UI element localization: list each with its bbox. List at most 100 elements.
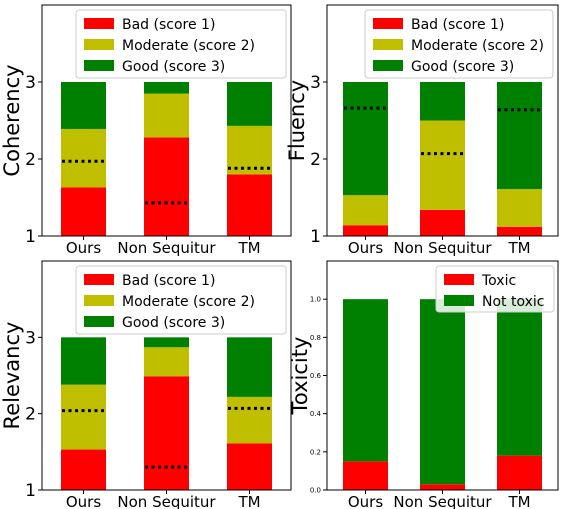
y-tick-label: 1 (25, 481, 36, 501)
legend-entry: Good (score 3) (122, 315, 225, 331)
legend-swatch (84, 274, 114, 285)
x-tick-label: Non Sequitur (117, 493, 216, 509)
x-tick-label: Ours (66, 239, 101, 257)
y-tick-label: 3 (310, 73, 321, 93)
legend-swatch (84, 18, 114, 29)
legend-swatch (444, 274, 474, 285)
bar-tm-series-1 (497, 455, 542, 490)
bar-non-sequitur-series-2 (420, 120, 465, 210)
legend: Bad (score 1) Moderate (score 2) Good (sco… (75, 265, 287, 335)
x-tick-label: TM (507, 493, 530, 509)
y-tick-label: 0.4 (310, 410, 322, 418)
bar-ours-series-2 (343, 195, 388, 226)
legend: Toxic Not toxic (435, 265, 555, 313)
bar-ours-series-3 (61, 82, 106, 129)
legend-box (364, 9, 554, 79)
y-tick-label: 0.2 (310, 448, 321, 456)
legend-entry: Bad (score 1) (411, 17, 504, 33)
legend-swatch (373, 60, 403, 71)
legend-swatch (444, 295, 474, 306)
plot-frame (41, 260, 292, 491)
bar-non-sequitur-series-3 (144, 82, 189, 94)
bar-non-sequitur-series-3 (420, 82, 465, 121)
bar-tm-series-1 (497, 226, 542, 236)
plot-frame (326, 260, 559, 491)
bar-tm-series-2 (227, 125, 272, 175)
chart-panel-4: Ours Non Sequitur TM 0.0 0.2 0.4 0.6 0.8 1.0 Toxi… (288, 260, 559, 509)
legend-entry: Good (score 3) (411, 59, 514, 75)
legend-swatch (373, 39, 403, 50)
bar-ours-series-1 (61, 449, 106, 490)
y-tick-label: 0.6 (310, 372, 322, 380)
y-tick-label: 3 (25, 328, 36, 348)
legend: Bad (score 1) Moderate (score 2) Good (sco… (364, 9, 554, 79)
x-tick-label: Non Sequitur (117, 239, 216, 257)
y-tick-label: 3 (25, 73, 36, 93)
y-tick-label: 0.8 (310, 334, 321, 342)
bar-non-sequitur-series-1 (144, 376, 189, 490)
bar-non-sequitur-series-1 (420, 209, 465, 236)
y-tick-label: 1 (25, 227, 36, 247)
bar-non-sequitur-series-1 (420, 484, 465, 490)
bar-tm-series-2 (497, 299, 542, 456)
y-axis-label: Toxicity (288, 337, 312, 416)
bar-ours-series-1 (343, 461, 388, 490)
bar-non-sequitur-series-3 (144, 337, 189, 348)
bar-tm-series-1 (227, 443, 272, 490)
y-axis-label: Coherency (0, 64, 24, 176)
y-axis-label: Relevancy (0, 322, 24, 430)
x-tick-label: Non Sequitur (393, 493, 492, 509)
bar-tm-series-2 (497, 189, 542, 227)
bar-tm-series-2 (227, 396, 272, 444)
x-tick-label: TM (507, 239, 530, 257)
bar-ours-series-2 (343, 299, 388, 462)
legend-swatch (84, 316, 114, 327)
legend-swatch (84, 295, 114, 306)
legend-entry: Moderate (score 2) (411, 38, 544, 54)
x-tick-label: Ours (348, 239, 383, 257)
legend-entry: Not toxic (482, 294, 544, 310)
bar-tm-series-3 (227, 82, 272, 126)
legend-entry: Bad (score 1) (122, 17, 215, 33)
y-tick-label: 1 (310, 227, 321, 247)
bar-ours-series-1 (61, 187, 106, 236)
y-tick-label: 0.0 (310, 487, 321, 495)
bar-tm-series-3 (227, 337, 272, 397)
x-tick-label: Ours (348, 493, 383, 509)
x-tick-label: TM (237, 493, 260, 509)
bar-tm-series-1 (227, 174, 272, 236)
x-tick-label: Ours (66, 493, 101, 509)
legend-swatch (84, 60, 114, 71)
bar-ours-series-3 (343, 82, 388, 196)
legend-entry: Bad (score 1) (122, 273, 215, 289)
legend: Bad (score 1) Moderate (score 2) Good (sco… (75, 9, 287, 79)
legend-entry: Moderate (score 2) (122, 38, 255, 54)
legend-swatch (84, 39, 114, 50)
legend-swatch (373, 18, 403, 29)
bar-non-sequitur-series-1 (144, 137, 189, 236)
legend-box (75, 265, 287, 335)
legend-box (75, 9, 287, 79)
bar-ours-series-3 (61, 337, 106, 385)
bar-non-sequitur-series-2 (144, 93, 189, 138)
plot-frame (326, 4, 559, 237)
plot-frame (41, 4, 292, 237)
legend-entry: Good (score 3) (122, 59, 225, 75)
bar-tm-series-3 (497, 82, 542, 190)
bar-non-sequitur-series-2 (420, 299, 465, 485)
y-tick-label: 2 (25, 405, 36, 425)
y-tick-label: 1.0 (310, 296, 321, 304)
y-tick-label: 2 (310, 150, 321, 170)
y-tick-label: 2 (25, 150, 36, 170)
legend-entry: Toxic (481, 273, 516, 289)
bar-ours-series-1 (343, 225, 388, 236)
y-axis-label: Fluency (285, 80, 309, 161)
bar-non-sequitur-series-2 (144, 347, 189, 377)
bar-ours-series-2 (61, 128, 106, 188)
legend-entry: Moderate (score 2) (122, 294, 255, 310)
bar-ours-series-2 (61, 384, 106, 450)
